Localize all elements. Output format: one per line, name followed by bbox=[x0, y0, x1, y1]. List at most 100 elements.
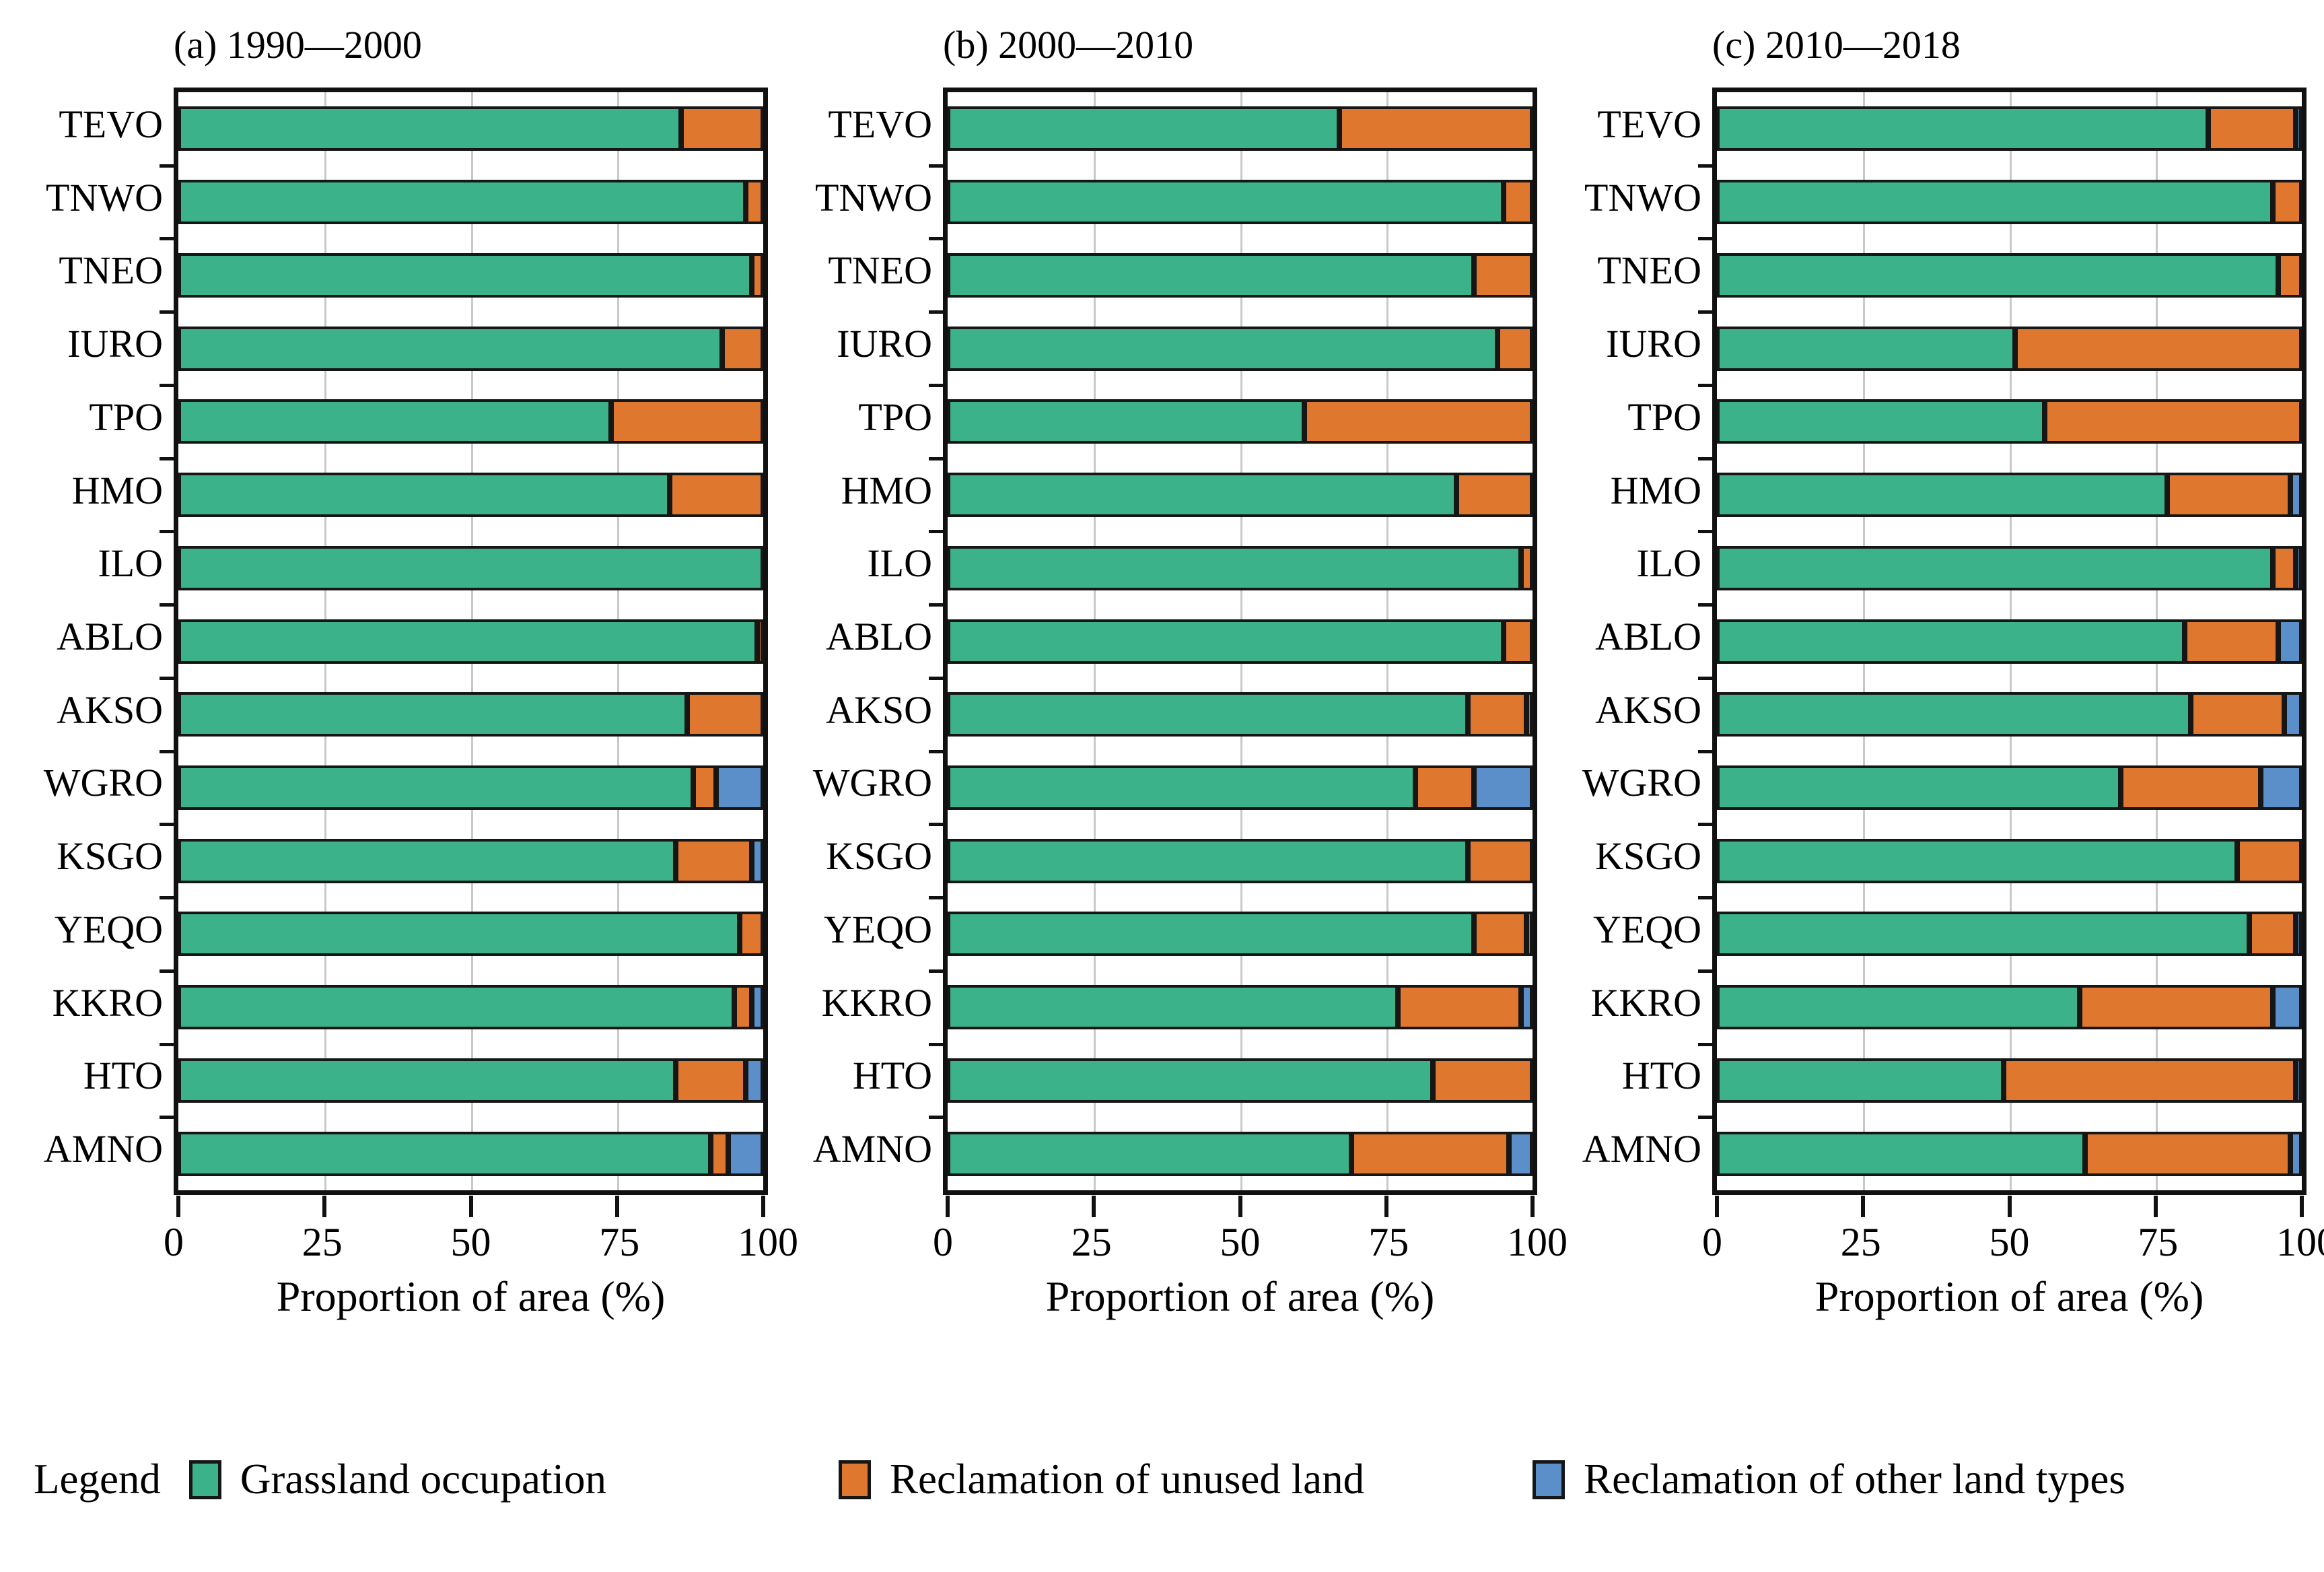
bar-segment-tnwo-grassland-occupation bbox=[948, 180, 1504, 225]
y-axis-label-ksgo: KSGO bbox=[1595, 834, 1701, 879]
bar-row-hmo bbox=[178, 473, 763, 518]
bar-segment-hto-grassland-occupation bbox=[948, 1058, 1434, 1103]
reclamation-other-land-swatch-icon bbox=[1533, 1460, 1565, 1499]
bar-segment-amno-grassland-occupation bbox=[948, 1131, 1351, 1176]
bar-segment-ksgo-grassland-occupation bbox=[948, 838, 1469, 883]
bar-segment-tneo-grassland-occupation bbox=[178, 252, 752, 298]
y-axis-label-hmo: HMO bbox=[1610, 468, 1701, 512]
y-axis-label-tnwo: TNWO bbox=[1584, 175, 1701, 219]
x-tick-label-25: 25 bbox=[1840, 1220, 1881, 1264]
legend-title: Legend bbox=[34, 1456, 161, 1503]
y-axis-label-tevo: TEVO bbox=[59, 102, 163, 146]
y-axis-minor-tick bbox=[160, 676, 174, 680]
panel-c-2010-2018: (c) 2010—2018 TEVO TNWO TNEO IURO TPO HMO ILO A… bbox=[1544, 8, 2324, 1342]
bar-segment-tevo-reclamation-of-unused-land bbox=[681, 106, 763, 151]
y-axis-minor-tick bbox=[1698, 1042, 1712, 1046]
x-axis-tick-0 bbox=[946, 1196, 950, 1217]
x-axis-tick-25 bbox=[322, 1196, 327, 1217]
y-axis-minor-tick bbox=[160, 1042, 174, 1046]
bar-row-tnwo bbox=[178, 180, 763, 225]
bar-segment-tpo-reclamation-of-unused-land bbox=[2044, 399, 2302, 444]
bar-segment-akso-reclamation-of-other-land-types bbox=[1526, 692, 1533, 737]
bar-segment-iuro-reclamation-of-unused-land bbox=[1497, 326, 1533, 371]
y-axis-minor-tick bbox=[1698, 969, 1712, 973]
bar-segment-tnwo-reclamation-of-unused-land bbox=[745, 180, 763, 225]
y-axis-minor-tick bbox=[929, 1042, 943, 1046]
y-axis-label-tneo: TNEO bbox=[59, 248, 163, 293]
bar-segment-tneo-reclamation-of-unused-land bbox=[1474, 252, 1533, 298]
panel-c-title: (c) 2010—2018 bbox=[1712, 23, 1961, 67]
bar-segment-tneo-grassland-occupation bbox=[1717, 252, 2279, 298]
bar-segment-wgro-grassland-occupation bbox=[178, 765, 693, 810]
y-axis-minor-tick bbox=[160, 237, 174, 241]
panel-c-x-tick-labels: 0 25 50 75 100 bbox=[1702, 1195, 2324, 1264]
y-axis-minor-tick bbox=[1698, 603, 1712, 607]
y-axis-label-amno: AMNO bbox=[812, 1127, 932, 1171]
y-axis-minor-tick bbox=[160, 530, 174, 534]
bar-segment-ablo-reclamation-of-unused-land bbox=[1503, 619, 1533, 664]
y-axis-label-iuro: IURO bbox=[837, 322, 932, 366]
bar-segment-iuro-grassland-occupation bbox=[948, 326, 1498, 371]
bar-segment-kkro-reclamation-of-other-land-types bbox=[751, 985, 763, 1030]
bar-segment-tneo-grassland-occupation bbox=[948, 252, 1475, 298]
bar-segment-wgro-grassland-occupation bbox=[1717, 765, 2121, 810]
panel-b-y-axis-labels: TEVO TNWO TNEO IURO TPO HMO ILO ABLO AKSO WGRO KSG… bbox=[775, 88, 943, 1195]
y-axis-label-hto: HTO bbox=[852, 1054, 932, 1098]
x-tick-label-100: 100 bbox=[2276, 1220, 2324, 1264]
bar-segment-hto-grassland-occupation bbox=[1717, 1058, 2004, 1103]
bar-segment-ilo-reclamation-of-unused-land bbox=[1520, 545, 1533, 590]
x-axis-tick-25 bbox=[1861, 1196, 1866, 1217]
x-tick-label-75: 75 bbox=[599, 1220, 640, 1264]
y-axis-label-tpo: TPO bbox=[1627, 395, 1701, 439]
bar-row-tevo bbox=[948, 106, 1533, 151]
panel-c-plot-area bbox=[1698, 88, 2307, 1217]
x-tick-label-50: 50 bbox=[1989, 1220, 2030, 1264]
bar-segment-wgro-grassland-occupation bbox=[948, 765, 1416, 810]
bar-row-tneo bbox=[178, 252, 763, 298]
x-axis-tick-75 bbox=[2153, 1196, 2158, 1217]
bar-row-wgro bbox=[178, 765, 763, 810]
y-axis-label-tpo: TPO bbox=[858, 395, 932, 439]
y-axis-label-yeqo: YEQO bbox=[54, 907, 163, 951]
y-axis-label-hmo: HMO bbox=[71, 468, 163, 512]
panel-b-title: (b) 2000—2010 bbox=[943, 23, 1194, 67]
x-tick-label-50: 50 bbox=[1220, 1220, 1261, 1264]
bar-segment-ksgo-reclamation-of-unused-land bbox=[675, 838, 752, 883]
y-axis-minor-tick bbox=[160, 749, 174, 753]
bar-segment-akso-grassland-occupation bbox=[948, 692, 1469, 737]
bar-segment-ilo-grassland-occupation bbox=[948, 545, 1521, 590]
bar-segment-ksgo-reclamation-of-unused-land bbox=[2237, 838, 2302, 883]
bar-row-yeqo bbox=[948, 912, 1533, 957]
bar-row-hto bbox=[1717, 1058, 2302, 1103]
bar-segment-yeqo-grassland-occupation bbox=[1717, 912, 2249, 957]
bar-segment-hto-reclamation-of-unused-land bbox=[675, 1058, 746, 1103]
bar-row-yeqo bbox=[178, 912, 763, 957]
bar-row-iuro bbox=[948, 326, 1533, 371]
bar-row-akso bbox=[948, 692, 1533, 737]
y-axis-minor-tick bbox=[160, 823, 174, 827]
y-axis-label-tevo: TEVO bbox=[1597, 102, 1701, 146]
bar-segment-kkro-reclamation-of-unused-land bbox=[2079, 985, 2273, 1030]
bar-segment-tevo-grassland-occupation bbox=[1717, 106, 2208, 151]
bar-row-wgro bbox=[948, 765, 1533, 810]
bar-segment-ilo-reclamation-of-unused-land bbox=[2272, 545, 2296, 590]
bar-segment-wgro-reclamation-of-unused-land bbox=[2120, 765, 2261, 810]
y-axis-minor-tick bbox=[1698, 383, 1712, 387]
bar-segment-ksgo-grassland-occupation bbox=[1717, 838, 2238, 883]
bar-segment-amno-grassland-occupation bbox=[178, 1131, 711, 1176]
y-axis-label-tnwo: TNWO bbox=[46, 175, 163, 219]
y-axis-minor-tick bbox=[929, 383, 943, 387]
panel-b-x-tick-labels: 0 25 50 75 100 bbox=[933, 1195, 1568, 1264]
bar-segment-hmo-grassland-occupation bbox=[1717, 473, 2168, 518]
legend-item-reclamation-unused-land: Reclamation of unused land bbox=[839, 1455, 1364, 1504]
bar-segment-kkro-reclamation-of-other-land-types bbox=[1520, 985, 1533, 1030]
y-axis-label-yeqo: YEQO bbox=[1592, 907, 1701, 951]
y-axis-minor-tick bbox=[1698, 456, 1712, 460]
x-tick-label-50: 50 bbox=[450, 1220, 491, 1264]
y-axis-label-kkro: KKRO bbox=[821, 980, 932, 1025]
x-tick-label-75: 75 bbox=[1368, 1220, 1409, 1264]
bar-row-tneo bbox=[1717, 252, 2302, 298]
bar-row-ablo bbox=[948, 619, 1533, 664]
bar-segment-tnwo-reclamation-of-unused-land bbox=[1503, 180, 1533, 225]
y-axis-minor-tick bbox=[160, 603, 174, 607]
